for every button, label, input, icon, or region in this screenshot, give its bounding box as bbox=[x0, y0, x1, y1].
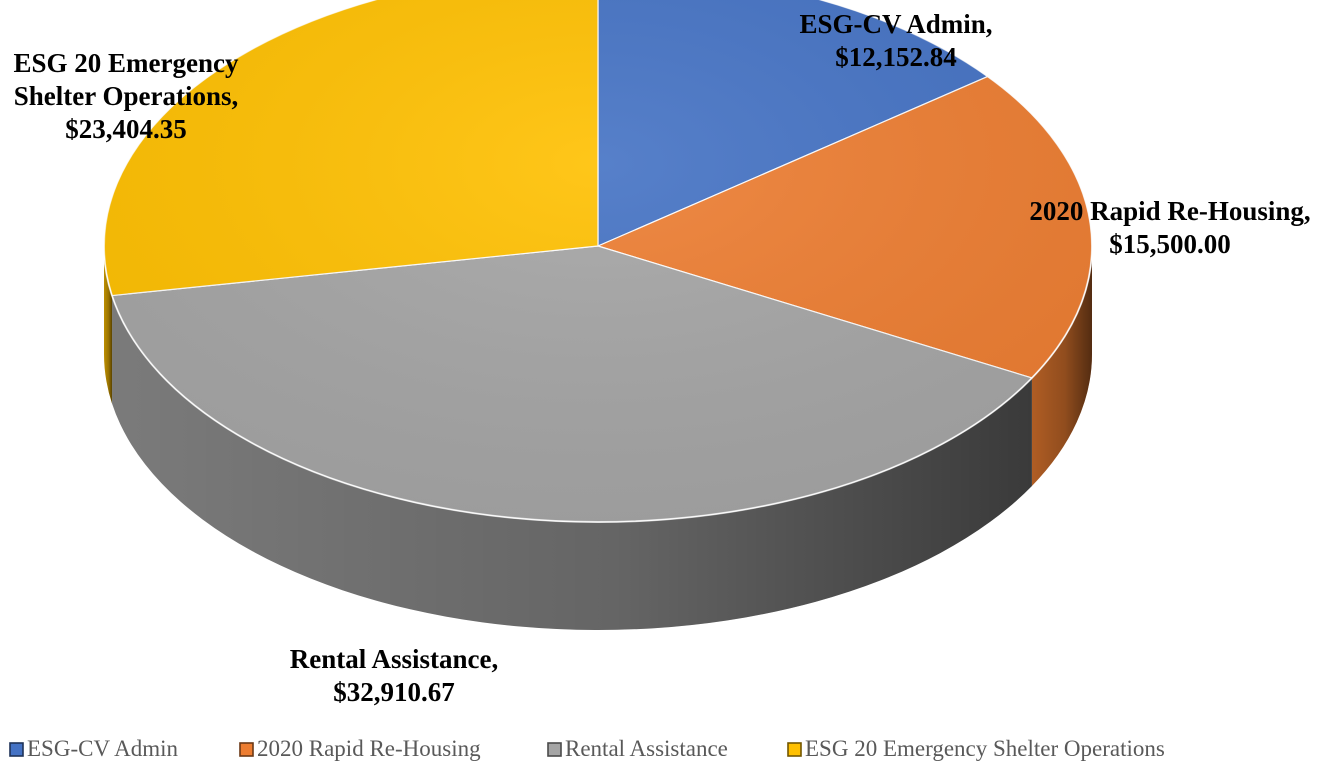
legend-swatch bbox=[239, 742, 254, 757]
data-label-line: ESG-CV Admin, bbox=[799, 9, 992, 39]
legend-item-2: Rental Assistance bbox=[547, 736, 728, 761]
slice-side-shade-3 bbox=[104, 246, 113, 404]
legend-swatch bbox=[787, 742, 802, 757]
legend-label: ESG-CV Admin bbox=[27, 736, 179, 761]
legend-label: 2020 Rapid Re-Housing bbox=[257, 736, 481, 761]
legend-item-1: 2020 Rapid Re-Housing bbox=[239, 736, 481, 761]
data-label-1: 2020 Rapid Re-Housing, $15,500.00 bbox=[1029, 196, 1310, 259]
legend-label: Rental Assistance bbox=[565, 736, 728, 761]
data-label-0: ESG-CV Admin, $12,152.84 bbox=[799, 9, 992, 72]
slice-side-shade-2 bbox=[112, 295, 1032, 630]
legend-swatch bbox=[9, 742, 24, 757]
pie-top-faces bbox=[103, 0, 1093, 523]
slice-side-shade-1 bbox=[1031, 246, 1092, 486]
pie-top-highlight bbox=[103, 0, 1093, 523]
data-label-line: Shelter Operations, bbox=[14, 81, 239, 111]
data-label-line: $32,910.67 bbox=[333, 677, 455, 707]
data-label-line: 2020 Rapid Re-Housing, bbox=[1029, 196, 1310, 226]
legend-item-0: ESG-CV Admin bbox=[9, 736, 179, 761]
pie-side-walls bbox=[104, 246, 1092, 630]
data-label-3: ESG 20 Emergency Shelter Operations, $23,4… bbox=[14, 48, 239, 144]
data-label-line: $12,152.84 bbox=[835, 42, 957, 72]
legend: ESG-CV Admin 2020 Rapid Re-Housing Rental … bbox=[9, 736, 1165, 761]
data-label-line: Rental Assistance, bbox=[290, 644, 499, 674]
legend-swatch bbox=[547, 742, 562, 757]
legend-item-3: ESG 20 Emergency Shelter Operations bbox=[787, 736, 1165, 761]
data-labels: ESG-CV Admin, $12,152.84 2020 Rapid Re-Hou… bbox=[14, 9, 1311, 707]
data-label-line: ESG 20 Emergency bbox=[14, 48, 239, 78]
legend-label: ESG 20 Emergency Shelter Operations bbox=[805, 736, 1165, 761]
data-label-2: Rental Assistance, $32,910.67 bbox=[290, 644, 499, 707]
data-label-line: $15,500.00 bbox=[1109, 229, 1231, 259]
data-label-line: $23,404.35 bbox=[65, 114, 187, 144]
